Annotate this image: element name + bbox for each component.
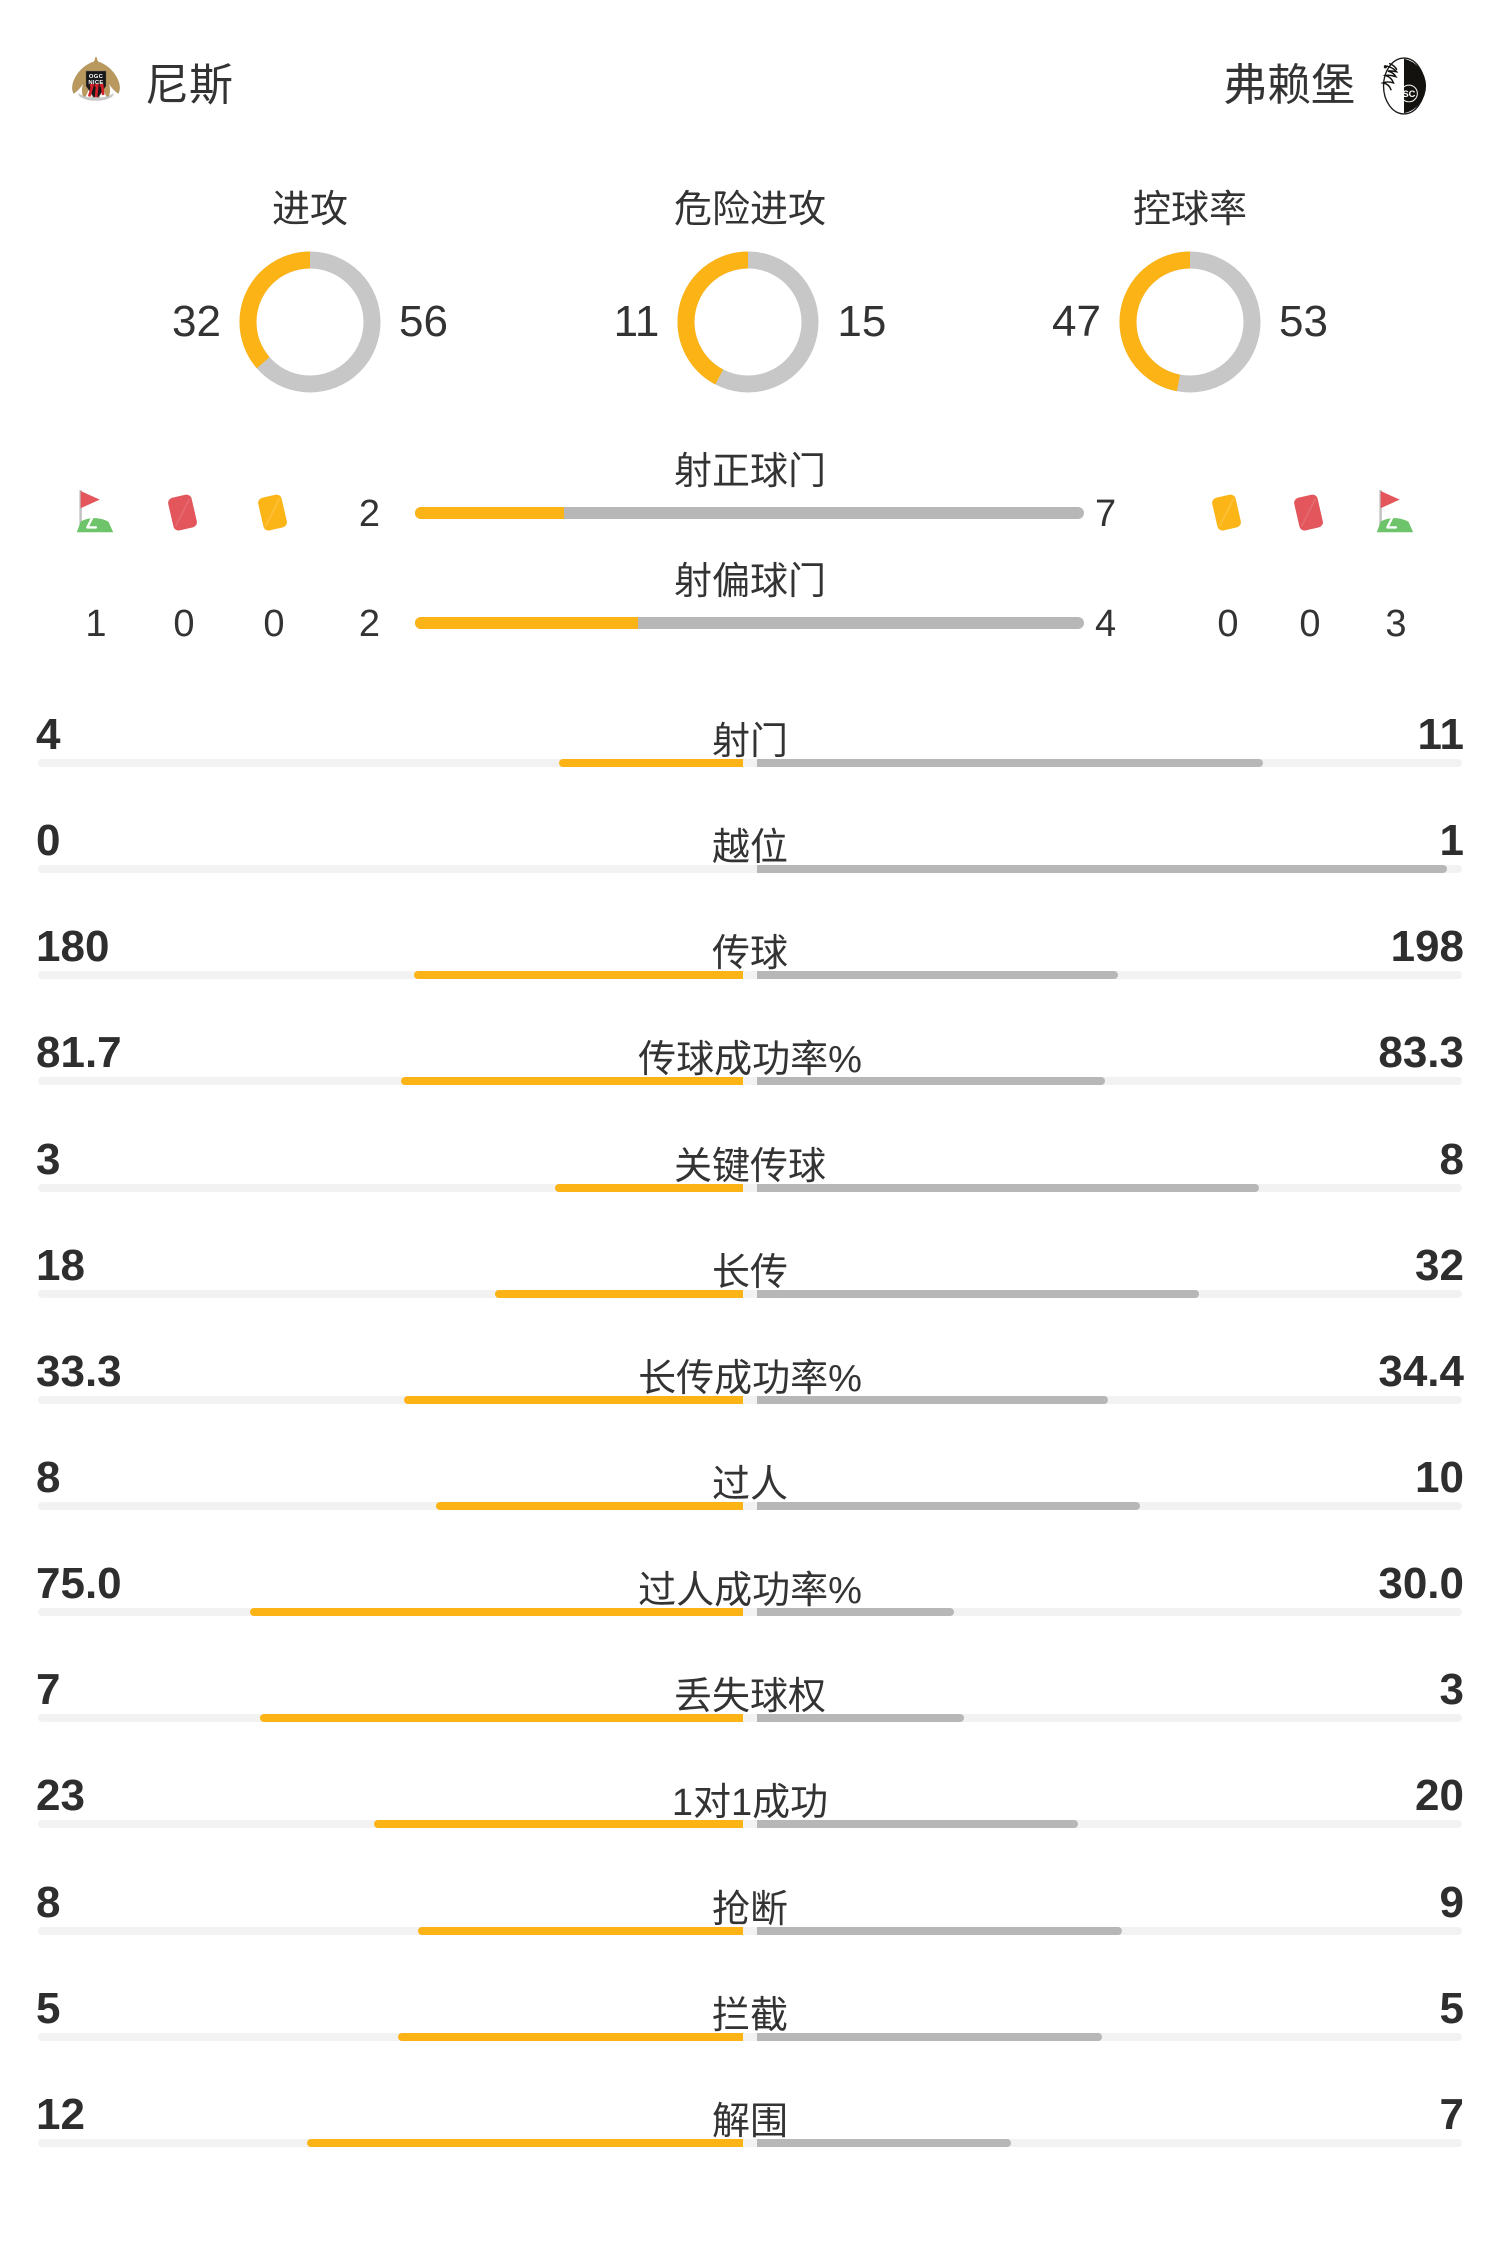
svg-text:SC: SC xyxy=(1402,89,1415,99)
svg-text:OGC: OGC xyxy=(89,74,104,80)
